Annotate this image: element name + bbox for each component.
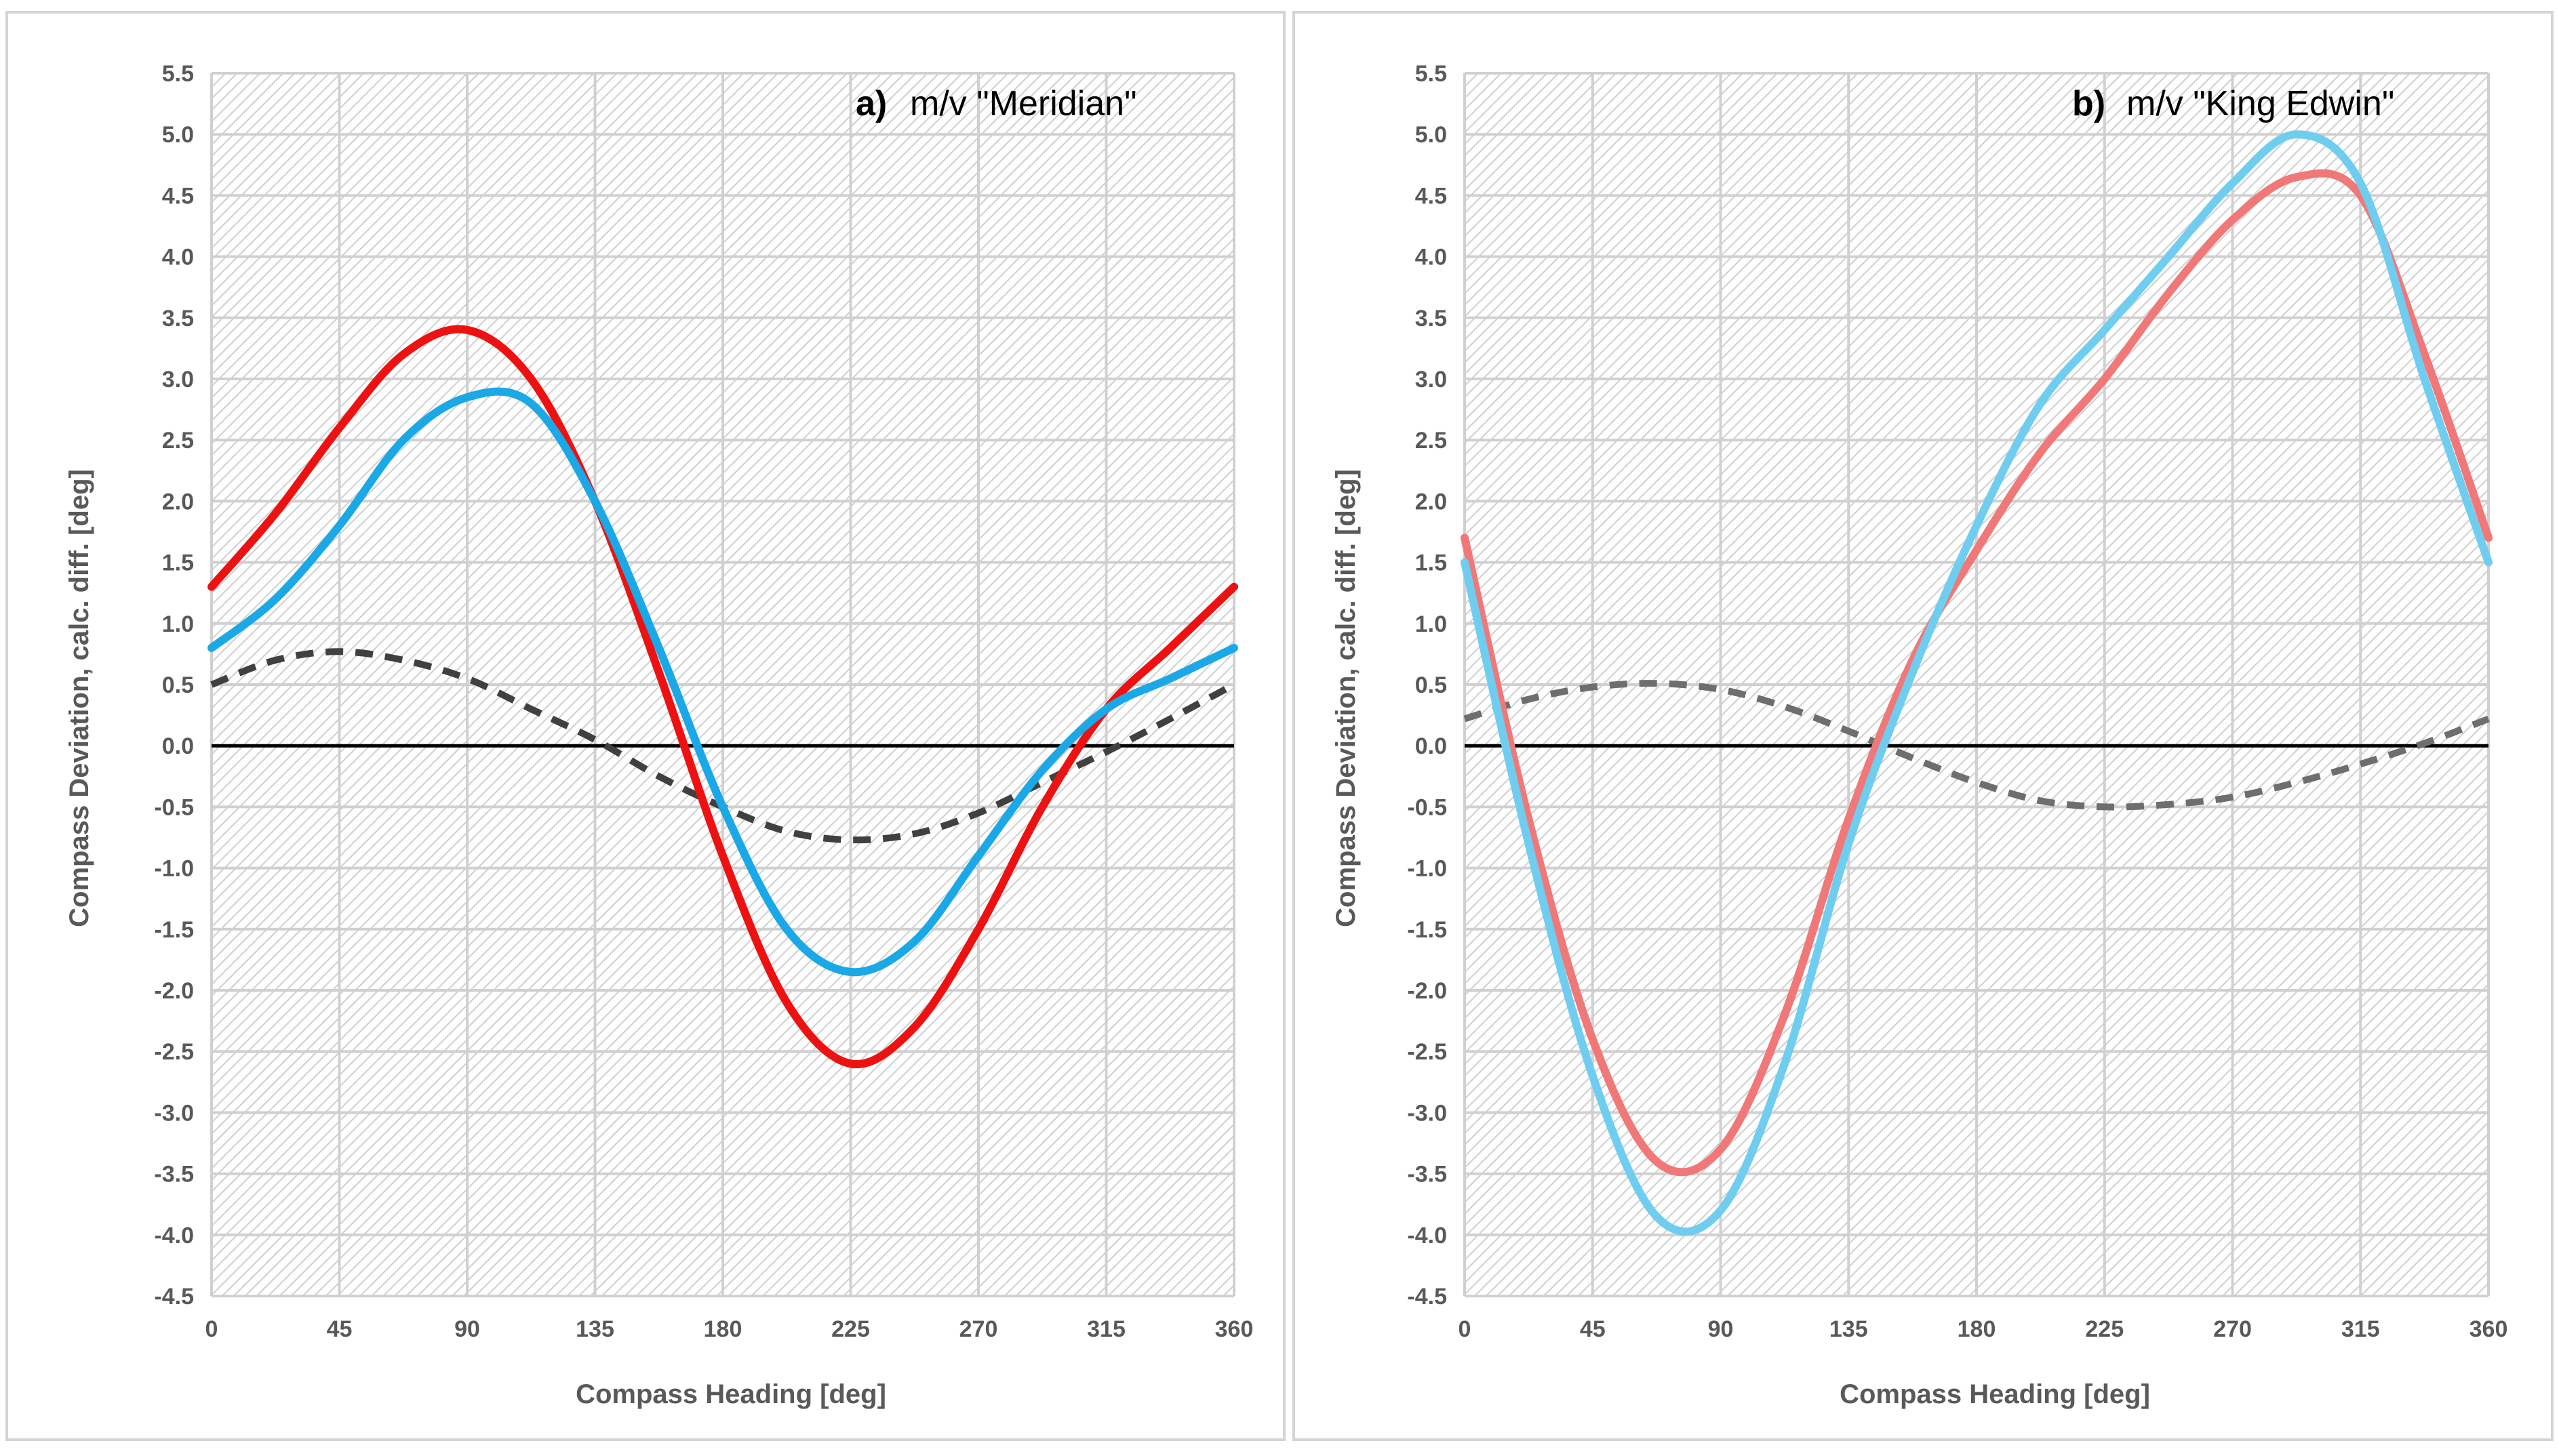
x-tick-label: 90 (1708, 1316, 1734, 1342)
y-tick-label: 5.5 (1415, 61, 1447, 87)
x-tick-label: 0 (205, 1316, 218, 1342)
y-tick-label: 2.5 (162, 428, 194, 453)
y-tick-label: 3.0 (162, 367, 194, 392)
chart-a-xlabel: Compass Heading [deg] (576, 1379, 886, 1409)
y-tick-label: 5.5 (162, 61, 194, 87)
series-line-blue (207, 387, 1238, 977)
chart-panel-b: 5.5 5.0 4.5 4.0 3.5 3.0 2.5 2.0 1.5 1.0 0.5 0.0 -0.5… (1292, 11, 2554, 1441)
y-tick-label: -4.0 (154, 1223, 194, 1249)
chart-a-title: m/v "Meridian" (910, 84, 1137, 123)
y-tick-label: 4.0 (1415, 245, 1447, 270)
x-tick-label: 135 (576, 1316, 614, 1342)
y-tick-label: -3.0 (1407, 1100, 1447, 1126)
y-tick-label: 3.5 (1415, 306, 1447, 331)
chart-b-ylabel: Compass Deviation, calc. diff. [deg] (1331, 469, 1361, 927)
y-tick-label: -3.0 (154, 1100, 194, 1126)
y-tick-label: -0.5 (154, 794, 194, 820)
x-tick-label: 360 (1215, 1316, 1254, 1342)
y-tick-label: -4.5 (154, 1284, 194, 1310)
y-tick-label: 0.5 (162, 672, 194, 698)
series-line-dashed (1463, 680, 2490, 811)
y-tick-label: -2.0 (1407, 978, 1447, 1004)
x-tick-label: 360 (2469, 1316, 2508, 1342)
y-tick-label: -1.0 (154, 856, 194, 882)
y-tick-label: 2.5 (1415, 428, 1447, 453)
y-tick-label: -1.0 (1407, 856, 1447, 882)
y-tick-label: -4.5 (1407, 1284, 1447, 1310)
x-tick-label: 270 (959, 1316, 998, 1342)
chart-a-title-letter: a) (856, 84, 887, 123)
x-tick-label: 135 (1829, 1316, 1868, 1342)
x-tick-label: 180 (1958, 1316, 1996, 1342)
y-tick-label: 0.0 (162, 733, 194, 759)
chart-b-title: m/v "King Edwin" (2126, 84, 2394, 123)
y-tick-label: -3.5 (154, 1162, 194, 1188)
x-tick-label: 315 (1087, 1316, 1126, 1342)
y-tick-label: 1.5 (162, 550, 194, 576)
y-tick-label: -2.5 (154, 1039, 194, 1065)
x-tick-label: 225 (2085, 1316, 2124, 1342)
y-tick-label: 2.0 (162, 489, 194, 514)
y-tick-label: -2.5 (1407, 1039, 1447, 1065)
chart-b-title-letter: b) (2072, 84, 2105, 123)
y-tick-label: -1.5 (154, 917, 194, 943)
x-tick-label: 180 (704, 1316, 742, 1342)
y-tick-label: -2.0 (154, 978, 194, 1004)
chart-b-svg: 5.5 5.0 4.5 4.0 3.5 3.0 2.5 2.0 1.5 1.0 0.5 0.0 -0.5… (1331, 61, 2507, 1409)
y-tick-label: -3.5 (1407, 1162, 1447, 1188)
plot-area-a: 5.5 5.0 4.5 4.0 3.5 3.0 2.5 2.0 1.5 1.0 0.5 0.0 -0.5… (154, 61, 1253, 1342)
x-tick-label: 90 (454, 1316, 480, 1342)
y-tick-label: 4.0 (162, 245, 194, 270)
y-tick-label: -4.0 (1407, 1223, 1447, 1249)
y-tick-label: 2.0 (1415, 489, 1447, 514)
x-tick-label: 0 (1459, 1316, 1471, 1342)
y-tick-label: 3.0 (1415, 367, 1447, 392)
y-tick-label: 5.0 (162, 122, 194, 148)
y-tick-label: -1.5 (1407, 917, 1447, 943)
y-tick-label: 4.5 (1415, 183, 1447, 209)
y-tick-label: 1.0 (162, 611, 194, 637)
x-tick-label: 315 (2341, 1316, 2380, 1342)
x-tick-label: 45 (327, 1316, 353, 1342)
x-tick-label: 45 (1580, 1316, 1606, 1342)
y-tick-label: 0.5 (1415, 672, 1447, 698)
x-tick-label: 225 (831, 1316, 870, 1342)
y-tick-label: 1.5 (1415, 550, 1447, 576)
series-line-blue (1461, 130, 2493, 1236)
y-tick-label: 4.5 (162, 183, 194, 209)
y-tick-label: 1.0 (1415, 611, 1447, 637)
series-line-red (207, 325, 1238, 1069)
y-tick-label: 5.0 (1415, 122, 1447, 148)
y-tick-label: 0.0 (1415, 733, 1447, 759)
y-tick-label: 3.5 (162, 306, 194, 331)
x-tick-label: 270 (2213, 1316, 2252, 1342)
chart-panel-a: 5.5 5.0 4.5 4.0 3.5 3.0 2.5 2.0 1.5 1.0 0.5 0.0 -0.5… (5, 11, 1286, 1441)
y-tick-label: -0.5 (1407, 794, 1447, 820)
chart-b-xlabel: Compass Heading [deg] (1840, 1379, 2150, 1409)
plot-area-b: 5.5 5.0 4.5 4.0 3.5 3.0 2.5 2.0 1.5 1.0 0.5 0.0 -0.5… (1407, 61, 2507, 1342)
chart-a-ylabel: Compass Deviation, calc. diff. [deg] (64, 469, 94, 927)
chart-a-svg: 5.5 5.0 4.5 4.0 3.5 3.0 2.5 2.0 1.5 1.0 0.5 0.0 -0.5… (64, 61, 1253, 1409)
